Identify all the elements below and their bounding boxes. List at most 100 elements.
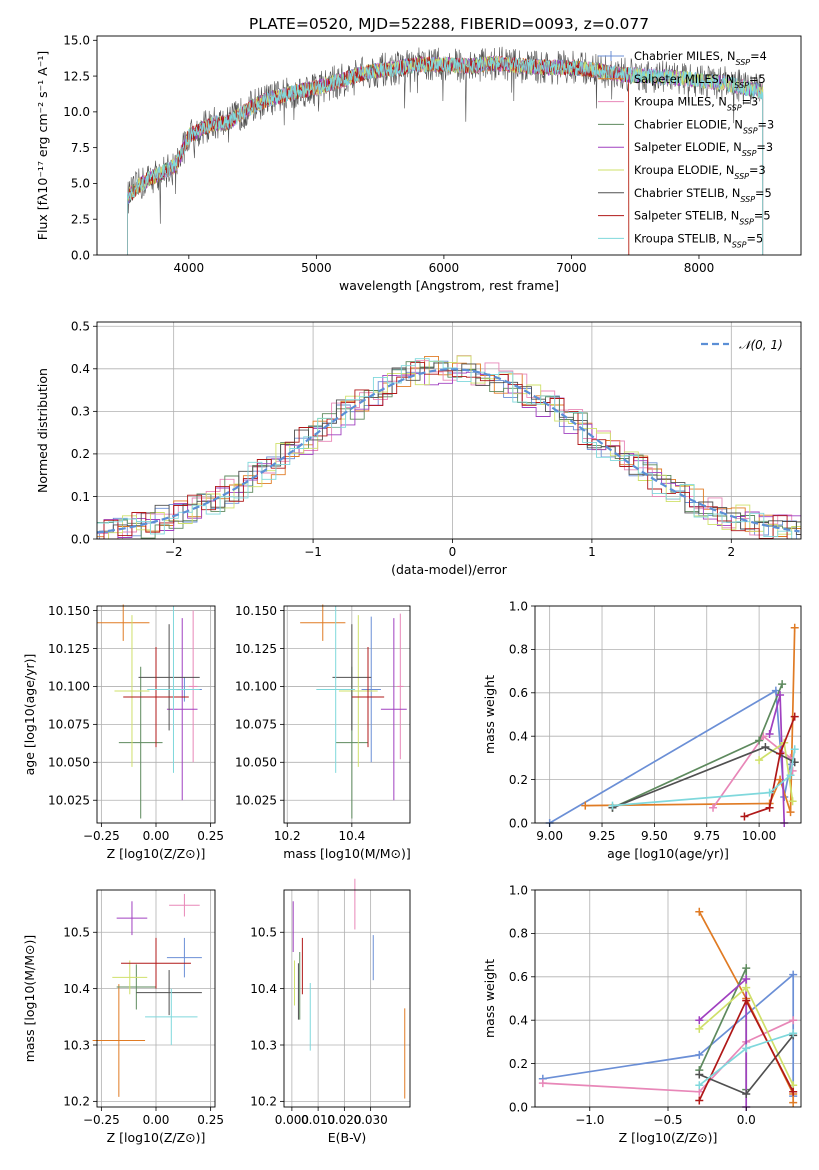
mass-vs-EBV-ytick-label: 10.2 [250,1095,277,1109]
age-vs-Z-xtick-label: 0.25 [197,829,224,843]
residuals-steps [97,355,801,539]
weight-vs-age-ytick-label: 0.0 [509,816,528,830]
weight-point-marker [765,730,774,739]
legend-marker [606,51,616,61]
age-vs-mass-ytick-label: 10.025 [235,794,277,808]
age-vs-mass-ytick-label: 10.100 [235,680,277,694]
residuals-xtick-label: 0 [449,545,457,559]
residuals-ylabel: Normed distribution [35,368,50,493]
weight-vs-age-ytick-label: 0.8 [509,643,528,657]
weight-point-marker [695,1096,704,1105]
weight-vs-age-xtick-label: 9.00 [536,829,563,843]
age-vs-mass-ytick-label: 10.125 [235,642,277,656]
spectrum-xtick-label: 4000 [174,261,205,275]
weight-point-marker [765,803,774,812]
legend-entry: Chabrier ELODIE, NSSP=3 [634,118,774,135]
weight-vs-age-xtick-label: 9.25 [589,829,616,843]
weight-point-marker [790,623,799,632]
residual-histogram-series [97,358,801,539]
age-vs-Z-ytick-label: 10.075 [48,718,90,732]
legend-entry: Salpeter MILES, NSSP=5 [634,73,766,90]
spectrum-ytick-label: 5.0 [71,177,90,191]
weight-vs-age-ytick-label: 0.2 [509,773,528,787]
residual-histogram-series [97,362,801,535]
mass-vs-EBV-xtick-label: 0.000 [275,1113,309,1127]
age-vs-Z-xtick-label: −0.25 [83,829,120,843]
weight-vs-Z-ytick-label: 0.4 [509,1014,528,1028]
weight-point-marker [695,1070,704,1079]
spectrum-ytick-label: 2.5 [71,213,90,227]
mass-vs-Z-ytick-label: 10.3 [63,1038,90,1052]
weight-point-marker [778,680,787,689]
weight-point-marker [761,743,770,752]
weight-point-marker [709,803,718,812]
weight-point-marker [776,749,785,758]
legend-entry: Chabrier MILES, NSSP=4 [634,50,767,67]
residuals-ytick-label: 0.4 [71,362,90,376]
spectrum-lines [127,46,764,255]
age-vs-mass-ytick-label: 10.050 [235,756,277,770]
weight-series-line [612,749,796,807]
weight-vs-Z-xtick-label: −0.5 [653,1113,682,1127]
age-vs-Z-xtick-label: 0.00 [143,829,170,843]
residuals-xtick-label: 1 [588,545,596,559]
residuals-frame [96,321,802,540]
age-vs-mass-xtick-label: 10.4 [338,829,365,843]
spectrum-series-line [127,55,630,255]
residuals-xlabel: (data-model)/error [391,562,508,577]
legend-entry: Salpeter ELODIE, NSSP=3 [634,141,773,158]
spectrum-ytick-label: 0.0 [71,248,90,262]
spectrum-series-line [127,56,764,255]
figure-title: PLATE=0520, MJD=52288, FIBERID=0093, z=0… [249,15,649,33]
age-vs-mass-xlabel: mass [log10(M/M⊙)] [283,846,411,861]
weight-point-marker [742,974,751,983]
residuals-ytick-label: 0.0 [71,532,90,546]
weight-vs-Z-ytick-label: 0.2 [509,1057,528,1071]
age-vs-mass-ytick-label: 10.075 [235,718,277,732]
age-vs-mass-xtick-label: 10.2 [274,829,301,843]
weight-point-marker [740,812,749,821]
legend-entry: 𝒩(0, 1) [739,338,783,352]
weight-point-marker [755,756,764,765]
weight-point-marker [538,1079,547,1088]
residual-histogram-series [97,362,801,539]
weight-series-line [549,689,792,824]
weight-vs-Z-ytick-label: 0.8 [509,927,528,941]
weight-vs-age-xtick-label: 10.00 [742,829,776,843]
normal-reference-curve [97,368,800,534]
legend-entry: Kroupa STELIB, NSSP=5 [634,232,763,249]
residual-histogram-series [97,355,801,539]
weight-point-marker [765,788,774,797]
spectrum-series-line [127,55,630,255]
weight-vs-age-xtick-label: 9.50 [641,829,668,843]
weight-point-marker [789,1029,798,1038]
weight-vs-age-ytick-label: 0.6 [509,686,528,700]
mass-vs-EBV-xtick-label: 0.030 [353,1113,387,1127]
weight-vs-age-ytick-label: 0.4 [509,730,528,744]
weight-point-marker [742,996,751,1005]
weight-point-marker [776,690,785,699]
weight-point-marker [581,801,590,810]
weight-series-line [698,977,748,1107]
residuals-xtick-label: −1 [304,545,322,559]
mass-vs-EBV-ytick-label: 10.3 [250,1038,277,1052]
spectrum-xtick-label: 6000 [429,261,460,275]
mass-vs-EBV-frame [283,889,411,1108]
weight-point-marker [786,808,795,817]
residuals-ytick-label: 0.3 [71,405,90,419]
mass-vs-EBV-ytick-label: 10.4 [250,982,277,996]
mass-vs-EBV-ytick-label: 10.5 [250,926,277,940]
legend-entry: Kroupa MILES, NSSP=3 [634,96,758,113]
mass-vs-Z-xtick-label: 0.00 [143,1113,170,1127]
weight-point-marker [695,1050,704,1059]
weight-point-marker [695,1081,704,1090]
mass-vs-Z-ytick-label: 10.2 [63,1095,90,1109]
mass-vs-EBV-xtick-label: 0.020 [327,1113,361,1127]
weight-point-marker [755,736,764,745]
weight-point-marker [742,964,751,973]
age-vs-Z-ytick-label: 10.150 [48,604,90,618]
residuals-ytick-label: 0.1 [71,490,90,504]
mass-vs-Z-ylabel: mass [log10(M/M⊙)] [22,935,37,1063]
weight-point-marker [742,1044,751,1053]
mass-vs-Z-xlabel: Z [log10(Z/Z⊙)] [107,1130,206,1145]
